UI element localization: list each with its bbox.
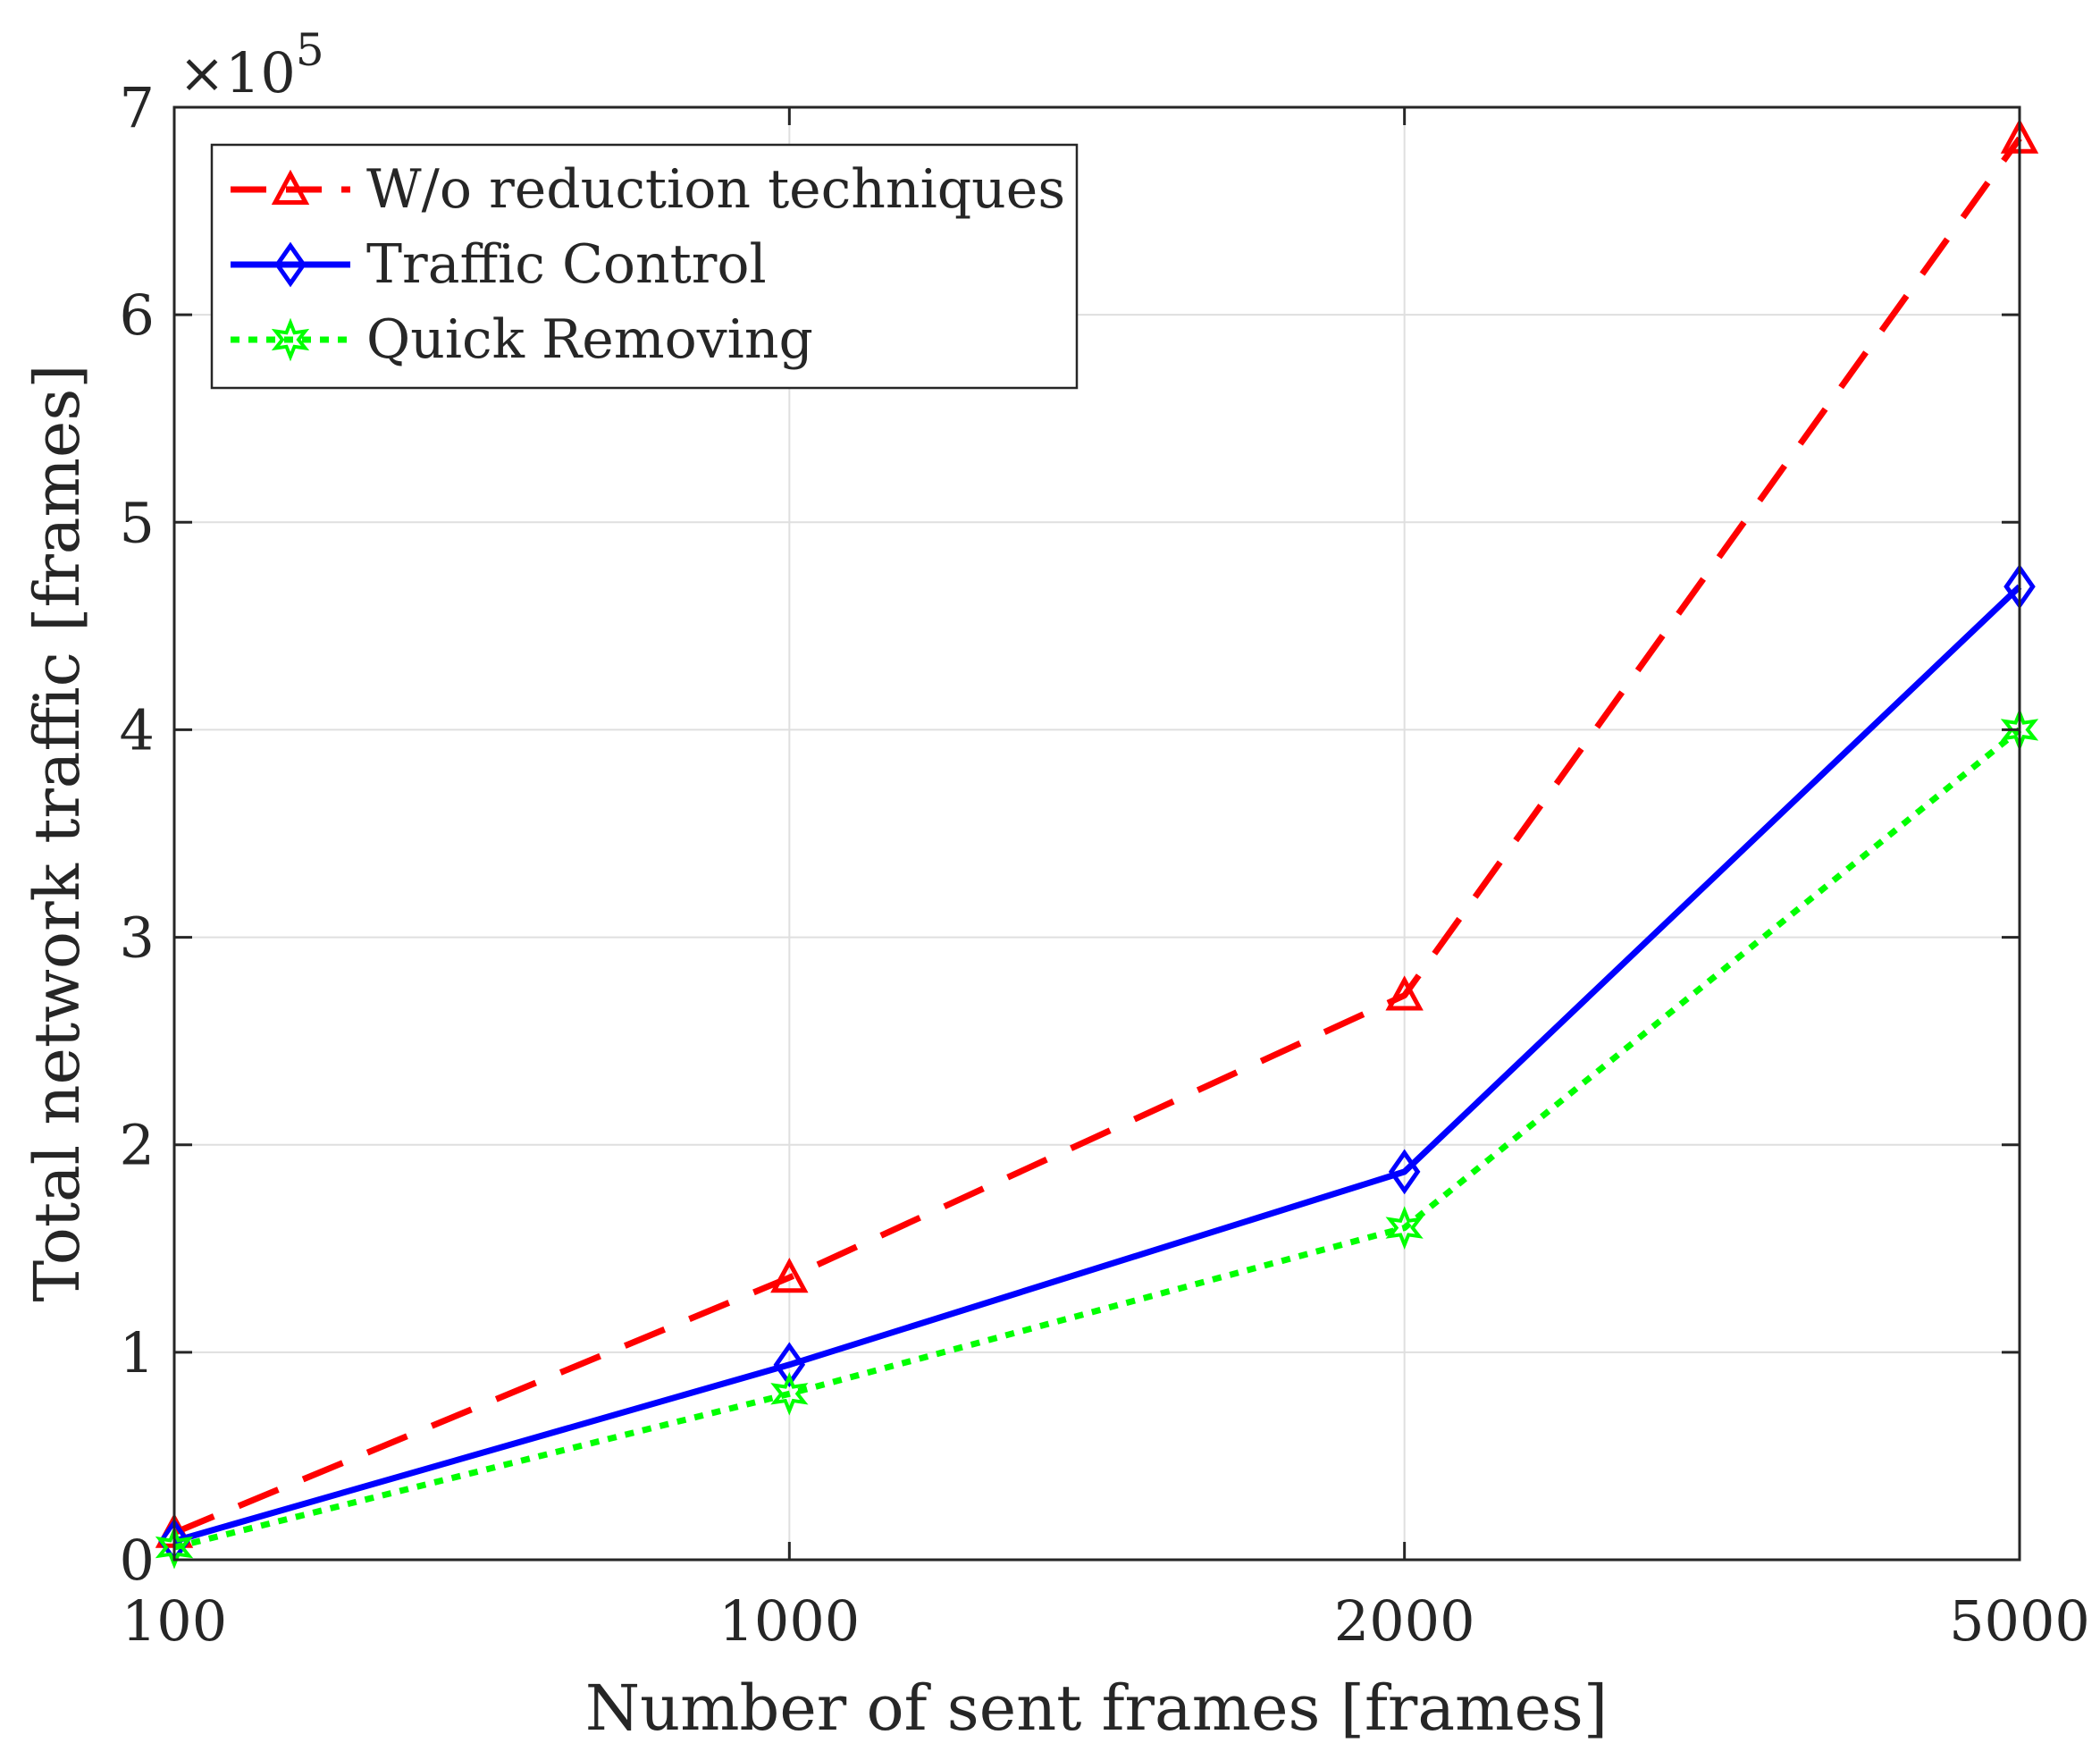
data-point <box>770 1371 809 1416</box>
legend-label: Traffic Control <box>366 233 767 296</box>
series-line <box>172 136 2022 1537</box>
y-exponent-power: 5 <box>296 24 324 76</box>
y-tick-label: 6 <box>120 282 155 348</box>
legend-entry: W/o reduction techniques <box>231 158 1065 221</box>
series-line <box>173 584 2022 1545</box>
y-tick-label: 3 <box>120 905 155 971</box>
data-point <box>1385 1206 1424 1250</box>
y-exponent-prefix: ×10 <box>179 40 296 105</box>
y-tick-label: 0 <box>120 1528 155 1593</box>
legend-entry: Quick Removing <box>231 308 813 371</box>
x-tick-label: 100 <box>122 1588 227 1654</box>
x-axis-label: Number of sent frames [frames] <box>585 1672 1608 1745</box>
y-tick-label: 4 <box>120 697 155 762</box>
legend-entries: W/o reduction techniques Traffic Control Q… <box>231 158 1065 371</box>
y-axis-label: Total network traffic [frames] <box>21 364 94 1301</box>
y-tick-label: 2 <box>120 1113 155 1178</box>
x-tick-label: 2000 <box>1334 1588 1475 1654</box>
x-tick-label: 5000 <box>1949 1588 2090 1654</box>
legend-entry: Traffic Control <box>231 233 767 296</box>
plot-frame <box>172 105 2021 1562</box>
legend-label: Quick Removing <box>366 308 813 371</box>
y-tick-label: 1 <box>120 1320 155 1385</box>
data-point <box>155 1525 194 1570</box>
data-point <box>770 1258 809 1293</box>
series-line <box>173 727 2022 1551</box>
data-point <box>1388 1149 1421 1195</box>
y-axis-exponent: ×105 <box>179 24 324 105</box>
series-2 <box>155 708 2039 1570</box>
legend: W/o reduction techniques Traffic Control Q… <box>210 143 1079 390</box>
data-point <box>1385 975 1424 1011</box>
legend-label: W/o reduction techniques <box>366 158 1065 221</box>
y-tick-label: 5 <box>120 490 155 555</box>
y-tick-label: 7 <box>120 75 155 140</box>
legend-box <box>210 143 1079 390</box>
data-point <box>773 1342 806 1388</box>
axis-ticks: 100 1000 2000 5000 0 1 2 3 4 5 6 7 <box>120 75 2090 1654</box>
legend-marker <box>274 241 307 288</box>
x-tick-label: 1000 <box>718 1588 860 1654</box>
legend-marker <box>271 169 310 205</box>
legend-marker <box>271 317 310 362</box>
